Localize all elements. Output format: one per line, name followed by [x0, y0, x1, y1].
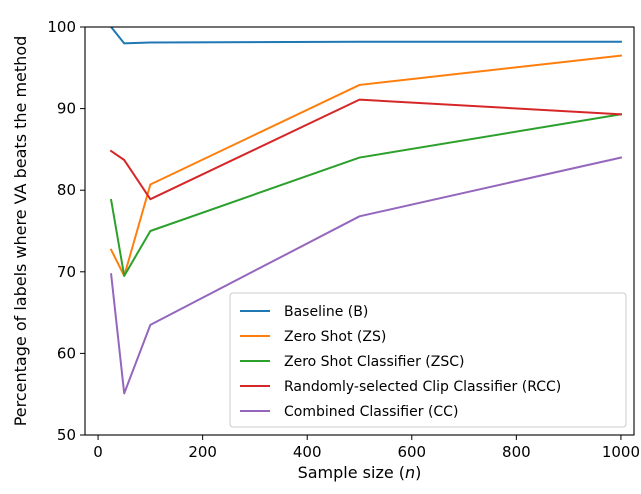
x-tick-label: 800: [502, 443, 531, 461]
legend-label: Baseline (B): [284, 304, 368, 320]
legend: Baseline (B) Zero Shot (ZS) Zero Shot Clas…: [229, 292, 627, 428]
y-tick-label: 90: [57, 100, 76, 118]
legend-label: Zero Shot Classifier (ZSC): [284, 354, 464, 370]
plot-frame: [84, 26, 635, 436]
legend-label: Zero Shot (ZS): [284, 329, 386, 345]
x-tick-label: 600: [397, 443, 426, 461]
series-line: [109, 27, 622, 45]
series-line: [109, 98, 622, 201]
y-axis-label: Percentage of labels where VA beats the …: [11, 36, 30, 427]
series-line: [110, 156, 623, 395]
legend-label: Combined Classifier (CC): [284, 404, 458, 420]
x-tick-label: 400: [293, 443, 322, 461]
y-tick-label: 70: [57, 263, 76, 281]
x-tick-label: 0: [93, 443, 103, 461]
y-tick-label: 80: [57, 181, 76, 199]
y-tick-label: 50: [57, 426, 76, 444]
x-tick-label: 1000: [602, 443, 640, 461]
legend-frame: [229, 292, 627, 428]
legend-label: Randomly-selected Clip Classifier (RCC): [284, 379, 561, 395]
x-axis-label: Sample size (n): [298, 463, 422, 482]
x-axis: 0 200 400 600 800 1000: [93, 435, 640, 461]
y-axis: 50 60 70 80 90 100: [47, 18, 85, 444]
x-tick-label: 200: [188, 443, 217, 461]
series-line: [109, 113, 623, 277]
series-layer: [109, 27, 623, 395]
series-line: [109, 54, 623, 277]
series-group: [109, 27, 623, 395]
y-tick-label: 100: [47, 18, 76, 36]
y-tick-label: 60: [57, 344, 76, 362]
